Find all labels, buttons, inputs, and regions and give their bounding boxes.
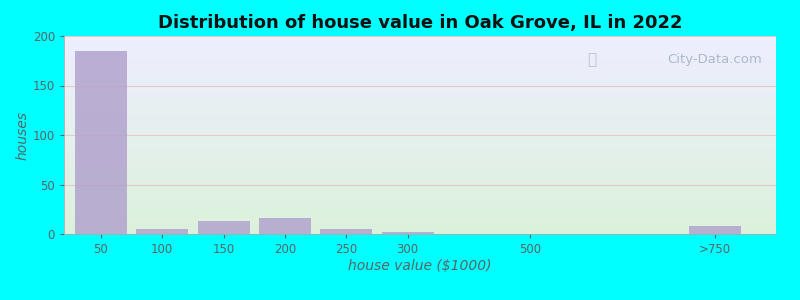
Bar [136,229,188,234]
Bar [259,218,311,234]
Bar [74,51,127,234]
Text: City-Data.com: City-Data.com [667,53,762,66]
Bar [198,221,250,234]
Title: Distribution of house value in Oak Grove, IL in 2022: Distribution of house value in Oak Grove… [158,14,682,32]
X-axis label: house value ($1000): house value ($1000) [348,259,492,273]
Bar [382,232,434,234]
Y-axis label: houses: houses [16,110,30,160]
Text: Ⓜ: Ⓜ [587,52,597,67]
Bar [689,226,741,234]
Bar [320,229,373,234]
